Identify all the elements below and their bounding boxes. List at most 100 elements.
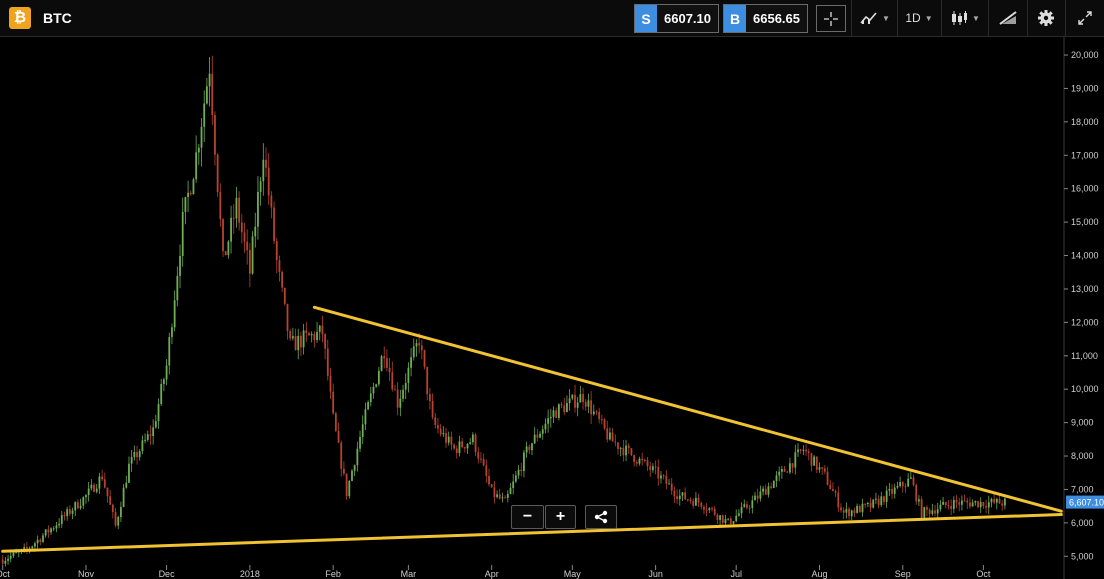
candle-body [533,434,536,444]
candle-body [388,367,391,373]
candle-body [829,484,832,490]
candle-body [576,402,579,408]
divider [1027,0,1028,36]
candle-body [477,452,480,459]
candle-body [866,502,869,504]
x-tick-label: Feb [325,569,341,579]
candle-body [211,73,214,116]
indicators-button[interactable]: ▼ [856,5,894,31]
candle-body [439,428,442,435]
candle-body [90,484,93,489]
candle-body [700,502,703,507]
candle-body [883,496,885,502]
zoom-out-button[interactable]: − [511,505,544,529]
y-tick-label: 17,000 [1071,150,1099,160]
candle-body [772,480,775,488]
sell-button[interactable]: S 6607.10 [634,4,719,33]
candle-body [453,444,455,449]
candle-body [877,498,880,506]
candle-body [600,419,603,421]
settings-button[interactable] [1033,5,1059,31]
candle-body [165,365,168,380]
candle-body [525,446,528,453]
buy-button[interactable]: B 6656.65 [723,4,808,33]
candle-body [493,487,496,497]
candle-body [832,489,834,492]
candle-body [544,423,547,430]
candle-body [571,394,574,399]
candle-body [759,491,762,499]
candle-body [232,217,235,219]
candle-body [4,560,7,564]
chevron-down-icon: ▼ [924,13,933,23]
candle-body [130,457,133,464]
candle-body [995,498,998,503]
candle-body [71,510,74,514]
x-tick-label: Apr [485,569,499,579]
candle-body [224,251,227,256]
candle-body [598,411,601,420]
y-tick-label: 6,000 [1071,518,1094,528]
candle-body [337,430,340,443]
candle-body [950,506,953,509]
candle-body [813,456,816,466]
candle-body [281,271,284,288]
zoom-in-button[interactable]: + [545,505,576,529]
candle-body [461,441,464,448]
share-button[interactable] [585,505,617,529]
candle-body [547,418,550,424]
candle-body [251,236,254,274]
candle-body [50,528,52,533]
candle-body [353,465,356,471]
candle-body [767,486,770,495]
divider [897,0,898,36]
candle-body [152,427,155,437]
candle-body [394,389,396,391]
candle-body [93,484,95,492]
x-tick-label: Jun [648,569,663,579]
candle-body [488,476,490,485]
y-tick-label: 5,000 [1071,551,1094,561]
draw-tools-button[interactable] [994,5,1022,31]
candle-body [106,487,109,497]
y-tick-label: 15,000 [1071,217,1099,227]
price-chart[interactable]: 5,000 6,000 7,000 8,000 9,000 10,000 11,000 12,… [0,37,1104,579]
candle-body [471,434,474,443]
candle-body [713,508,716,515]
candle-body [294,336,297,351]
candle-body [1003,498,1006,506]
candle-body [541,429,544,434]
candle-body [184,197,187,212]
candle-body [942,502,944,505]
divider [988,0,989,36]
candle-body [270,195,273,208]
divider [941,0,942,36]
candle-body [214,115,216,155]
crosshair-button[interactable] [816,5,846,32]
candle-body [79,505,82,509]
candle-body [316,331,318,340]
candle-body [740,506,743,514]
candle-body [665,475,668,484]
candle-body [622,447,625,456]
candle-body [708,508,711,511]
candle-body [643,459,646,461]
candle-body [466,443,469,449]
fullscreen-button[interactable] [1072,5,1098,31]
y-tick-label: 13,000 [1071,284,1099,294]
candle-body [584,402,587,407]
candle-body [428,394,431,402]
candle-body [482,458,485,466]
candle-body [823,468,826,472]
interval-dropdown[interactable]: 1D ▼ [902,5,936,31]
candle-body [660,475,662,479]
candle-body [737,513,740,516]
candle-body [7,558,9,561]
chart-type-dropdown[interactable]: ▼ [947,5,983,31]
expand-icon [1078,11,1092,25]
plot-area [0,37,1064,579]
candle-body [673,490,676,497]
candle-body [485,465,488,477]
candle-body [517,469,520,476]
candle-body [689,499,692,501]
